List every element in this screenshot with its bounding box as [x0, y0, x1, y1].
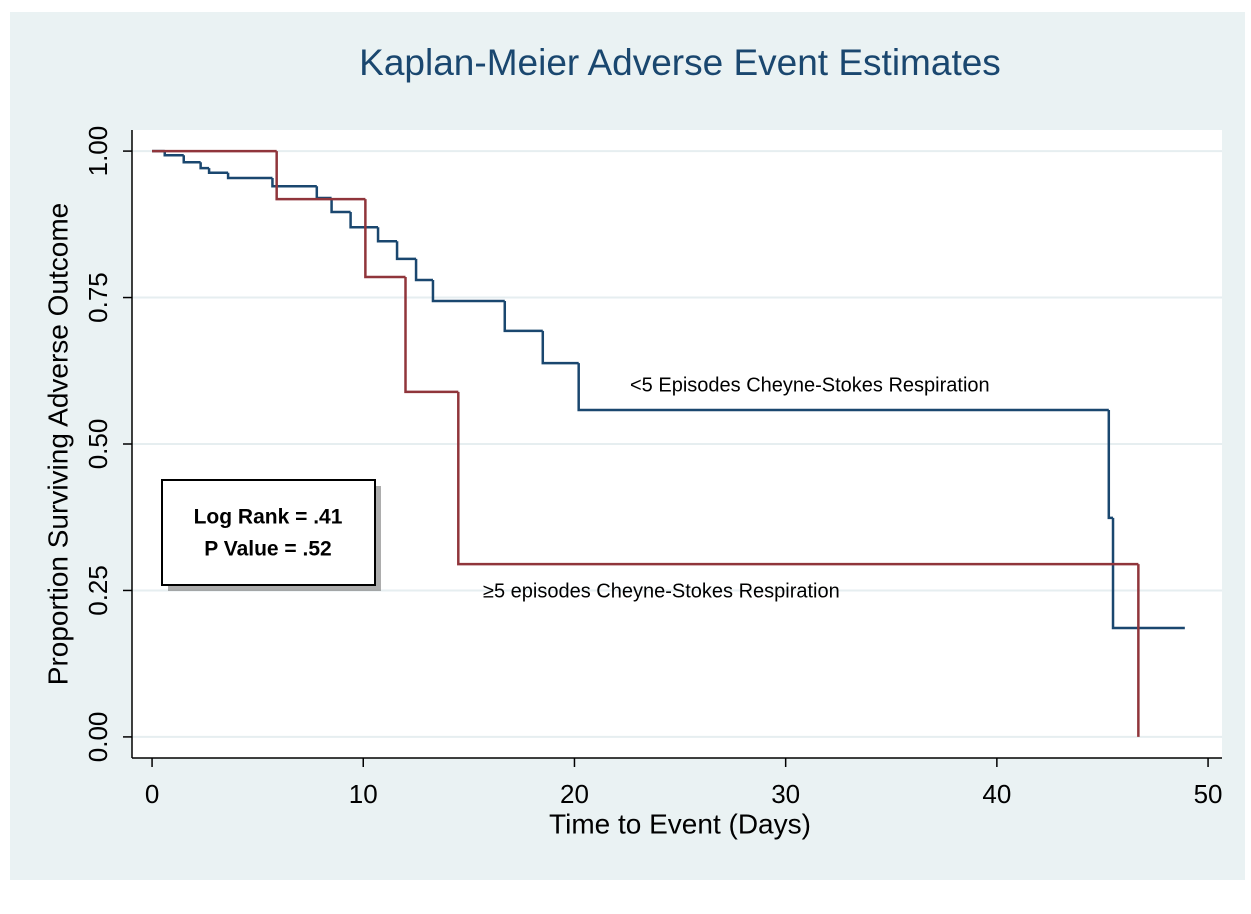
chart-title: Kaplan-Meier Adverse Event Estimates — [359, 42, 1001, 83]
annotation-box — [161, 479, 376, 586]
step-segment — [404, 277, 459, 394]
series-label: ≥5 episodes Cheyne-Stokes Respiration — [483, 580, 840, 602]
step-segment — [431, 279, 505, 303]
step-segment — [503, 301, 543, 333]
step-segment — [1107, 410, 1114, 520]
y-tick-label: 0.50 — [83, 419, 113, 470]
step-segment — [199, 162, 210, 170]
step-segment — [541, 330, 579, 365]
step-segment — [395, 241, 417, 261]
x-tick-label: 30 — [771, 779, 800, 809]
step-segment — [182, 155, 201, 164]
series-label: <5 Episodes Cheyne-Stokes Respiration — [630, 374, 990, 396]
x-tick-label: 0 — [145, 779, 159, 809]
step-segment — [226, 172, 273, 180]
step-segment — [414, 258, 433, 282]
y-tick-label: 0.25 — [83, 565, 113, 616]
y-tick-label: 0.00 — [83, 712, 113, 763]
x-tick-label: 50 — [1194, 779, 1223, 809]
y-tick-label: 0.75 — [83, 272, 113, 323]
y-tick-label: 1.00 — [83, 126, 113, 177]
step-segment — [271, 178, 317, 188]
step-segment — [207, 168, 229, 175]
step-segment — [577, 363, 1109, 412]
step-segment — [275, 151, 366, 201]
step-segment — [163, 151, 184, 157]
step-segment — [457, 391, 1139, 566]
annotation: P Value = .52 — [204, 538, 331, 561]
x-tick-label: 10 — [349, 779, 378, 809]
step-segment — [1111, 517, 1185, 630]
series-group — [152, 149, 1185, 737]
step-segment — [376, 227, 398, 243]
axes: 0.00 0.25 0.50 0.75 1.00 0 10 20 30 40 50 — [83, 126, 1223, 809]
x-tick-label: 40 — [982, 779, 1011, 809]
y-axis-title: Proportion Surviving Adverse Outcome — [42, 203, 73, 685]
x-tick-label: 20 — [560, 779, 589, 809]
step-segment — [364, 199, 406, 279]
x-axis-title: Time to Event (Days) — [549, 808, 811, 839]
annotation: Log Rank = .41 — [194, 506, 343, 529]
grid — [132, 150, 1222, 738]
step-segment — [330, 197, 351, 214]
step-segment — [349, 212, 379, 229]
